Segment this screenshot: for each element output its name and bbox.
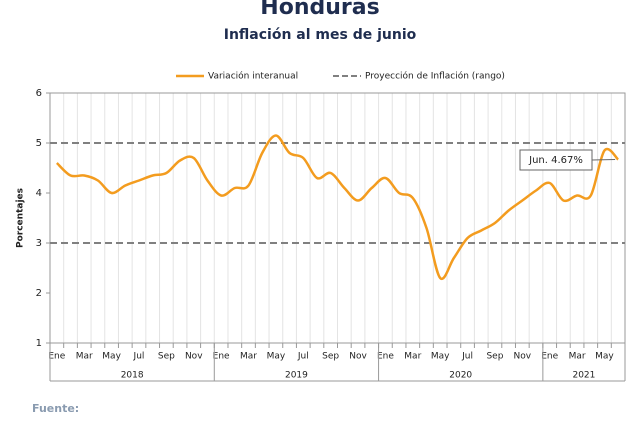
x-tick-label: Ene — [377, 352, 394, 362]
chart-subtitle: Inflación al mes de junio — [224, 27, 417, 43]
x-group-label: 2021 — [572, 371, 595, 381]
legend-label: Proyección de Inflación (rango) — [365, 71, 505, 82]
x-tick-label: Mar — [404, 352, 421, 362]
x-tick-label: Jul — [461, 352, 473, 362]
y-tick-label: 2 — [36, 288, 42, 299]
y-tick-label: 3 — [36, 238, 42, 249]
y-tick-label: 5 — [36, 138, 42, 149]
x-tick-label: May — [267, 352, 286, 362]
annotation-leader — [591, 159, 616, 161]
x-tick-label: Ene — [541, 352, 558, 362]
y-axis-label: Porcentajes — [16, 188, 26, 248]
x-tick-label: Ene — [213, 352, 230, 362]
x-group-label: 2020 — [449, 371, 472, 381]
x-tick-label: Mar — [76, 352, 93, 362]
annotation-box — [519, 149, 593, 171]
series-line — [55, 134, 620, 281]
x-tick-label: Nov — [185, 352, 203, 362]
x-tick-label: May — [431, 352, 450, 362]
x-group-label: 2018 — [121, 371, 144, 381]
x-tick-label: Mar — [569, 352, 586, 362]
y-tick-label: 1 — [36, 338, 42, 349]
x-tick-label: Nov — [349, 352, 367, 362]
x-group-label: 2019 — [285, 371, 308, 381]
x-tick-label: Ene — [48, 352, 65, 362]
y-tick-label: 6 — [36, 88, 42, 99]
x-tick-label: May — [102, 352, 121, 362]
x-tick-label: Nov — [514, 352, 532, 362]
source: Fuente: — [32, 402, 79, 415]
x-tick-label: May — [595, 352, 614, 362]
x-tick-label: Sep — [486, 352, 503, 362]
x-tick-label: Sep — [322, 352, 339, 362]
x-tick-label: Mar — [240, 352, 257, 362]
chart-title: Honduras — [260, 0, 379, 20]
x-tick-label: Jul — [297, 352, 309, 362]
x-tick-label: Sep — [158, 352, 175, 362]
y-tick-label: 4 — [36, 188, 42, 199]
x-tick-label: Jul — [133, 352, 145, 362]
legend-label: Variación interanual — [208, 71, 298, 82]
annotation-text: Jun. 4.67% — [528, 155, 583, 166]
